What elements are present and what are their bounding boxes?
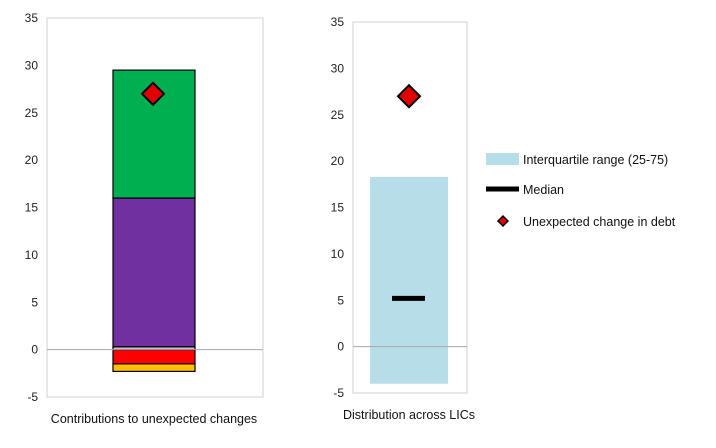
legend-swatch-interquartile: [486, 153, 519, 165]
y-tick-label: 30: [331, 61, 345, 75]
interquartile-bar: [370, 176, 448, 384]
y-tick-label: 0: [337, 340, 344, 354]
legend: Interquartile range (25-75) Median Unexpec…: [486, 153, 676, 229]
y-tick-label: 10: [25, 248, 39, 262]
left-panel: -5 0 5 10 15 20 25 30 35 Contributions to unexpec…: [25, 11, 264, 426]
y-tick-label: 20: [331, 154, 345, 168]
legend-swatch-marker: [496, 214, 510, 228]
debt-change-marker: [396, 83, 422, 109]
y-tick-label: 30: [25, 58, 39, 72]
y-tick-label: 35: [331, 15, 345, 29]
x-axis-label: Distribution across LICs: [343, 408, 475, 422]
bar-segment: [112, 349, 196, 365]
y-tick-label: 10: [331, 247, 345, 261]
y-tick-label: 35: [25, 11, 39, 25]
legend-label-marker: Unexpected change in debt: [523, 215, 676, 229]
y-tick-label: 5: [31, 295, 38, 309]
y-tick-label: -5: [27, 390, 38, 404]
legend-label-median: Median: [523, 183, 564, 197]
x-axis-label: Contributions to unexpected changes: [51, 412, 257, 426]
y-tick-label: 5: [337, 293, 344, 307]
y-tick-label: -5: [333, 386, 344, 400]
bar-segment: [112, 197, 196, 348]
right-panel: -5 0 5 10 15 20 25 30 35 Distribution across LICs: [331, 15, 475, 422]
y-tick-label: 20: [25, 153, 39, 167]
y-tick-label: 15: [331, 201, 345, 215]
bar-segment: [112, 363, 196, 373]
y-tick-label: 25: [25, 106, 39, 120]
y-tick-label: 0: [31, 343, 38, 357]
y-tick-label: 15: [25, 201, 39, 215]
plot-frame: [46, 17, 264, 398]
y-tick-label: 25: [331, 108, 345, 122]
plot-frame: [352, 21, 468, 394]
debt-change-marker: [140, 81, 166, 107]
legend-label-interquartile: Interquartile range (25-75): [523, 153, 668, 167]
